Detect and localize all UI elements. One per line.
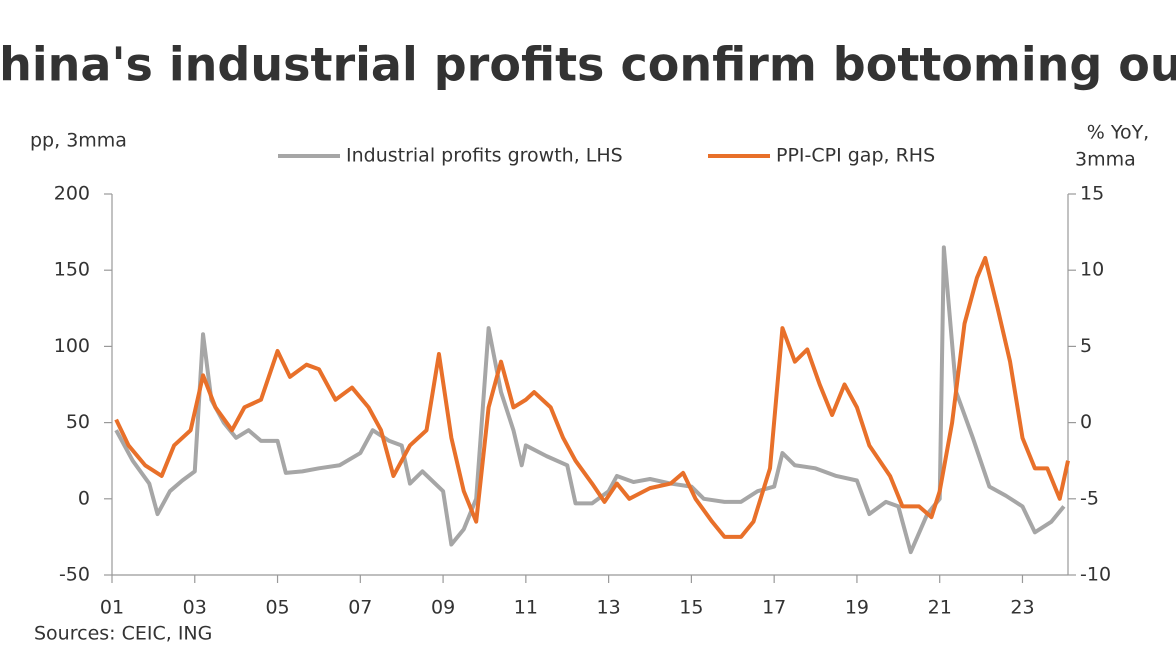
x-tick-label: 13	[597, 597, 621, 619]
y-tick-label: 100	[54, 335, 90, 357]
x-tick-label: 17	[762, 597, 786, 619]
y2-tick-label: -5	[1080, 487, 1099, 509]
x-tick-label: 15	[679, 597, 703, 619]
y2-axis-label: 3mma	[1075, 149, 1136, 171]
series-line	[114, 245, 1066, 555]
x-tick-label: 03	[183, 597, 207, 619]
y-tick-label: -50	[59, 564, 90, 586]
series-line	[114, 256, 1070, 539]
y-tick-label: 50	[66, 411, 90, 433]
y-tick-label: 200	[54, 183, 90, 205]
x-tick-label: 21	[928, 597, 952, 619]
y2-tick-label: 5	[1080, 335, 1092, 357]
source: Sources: CEIC, ING	[34, 623, 212, 645]
y-tick-label: 0	[78, 487, 90, 509]
chart-title: China's industrial profits confirm botto…	[0, 38, 1176, 92]
y2-tick-label: 10	[1080, 259, 1104, 281]
y2-tick-label: 15	[1080, 183, 1104, 205]
x-tick-label: 01	[100, 597, 124, 619]
x-tick-label: 11	[514, 597, 538, 619]
legend-label: Industrial profits growth, LHS	[346, 145, 623, 167]
x-tick-label: 23	[1010, 597, 1034, 619]
y2-tick-label: -10	[1080, 564, 1111, 586]
x-tick-label: 09	[431, 597, 455, 619]
y-axis-label: pp, 3mma	[30, 130, 127, 152]
x-tick-label: 19	[845, 597, 869, 619]
x-tick-label: 05	[265, 597, 289, 619]
x-tick-label: 07	[348, 597, 372, 619]
y2-axis-label: % YoY,	[1087, 122, 1149, 144]
legend-label: PPI-CPI gap, RHS	[776, 145, 935, 167]
y2-tick-label: 0	[1080, 411, 1092, 433]
y-tick-label: 150	[54, 259, 90, 281]
